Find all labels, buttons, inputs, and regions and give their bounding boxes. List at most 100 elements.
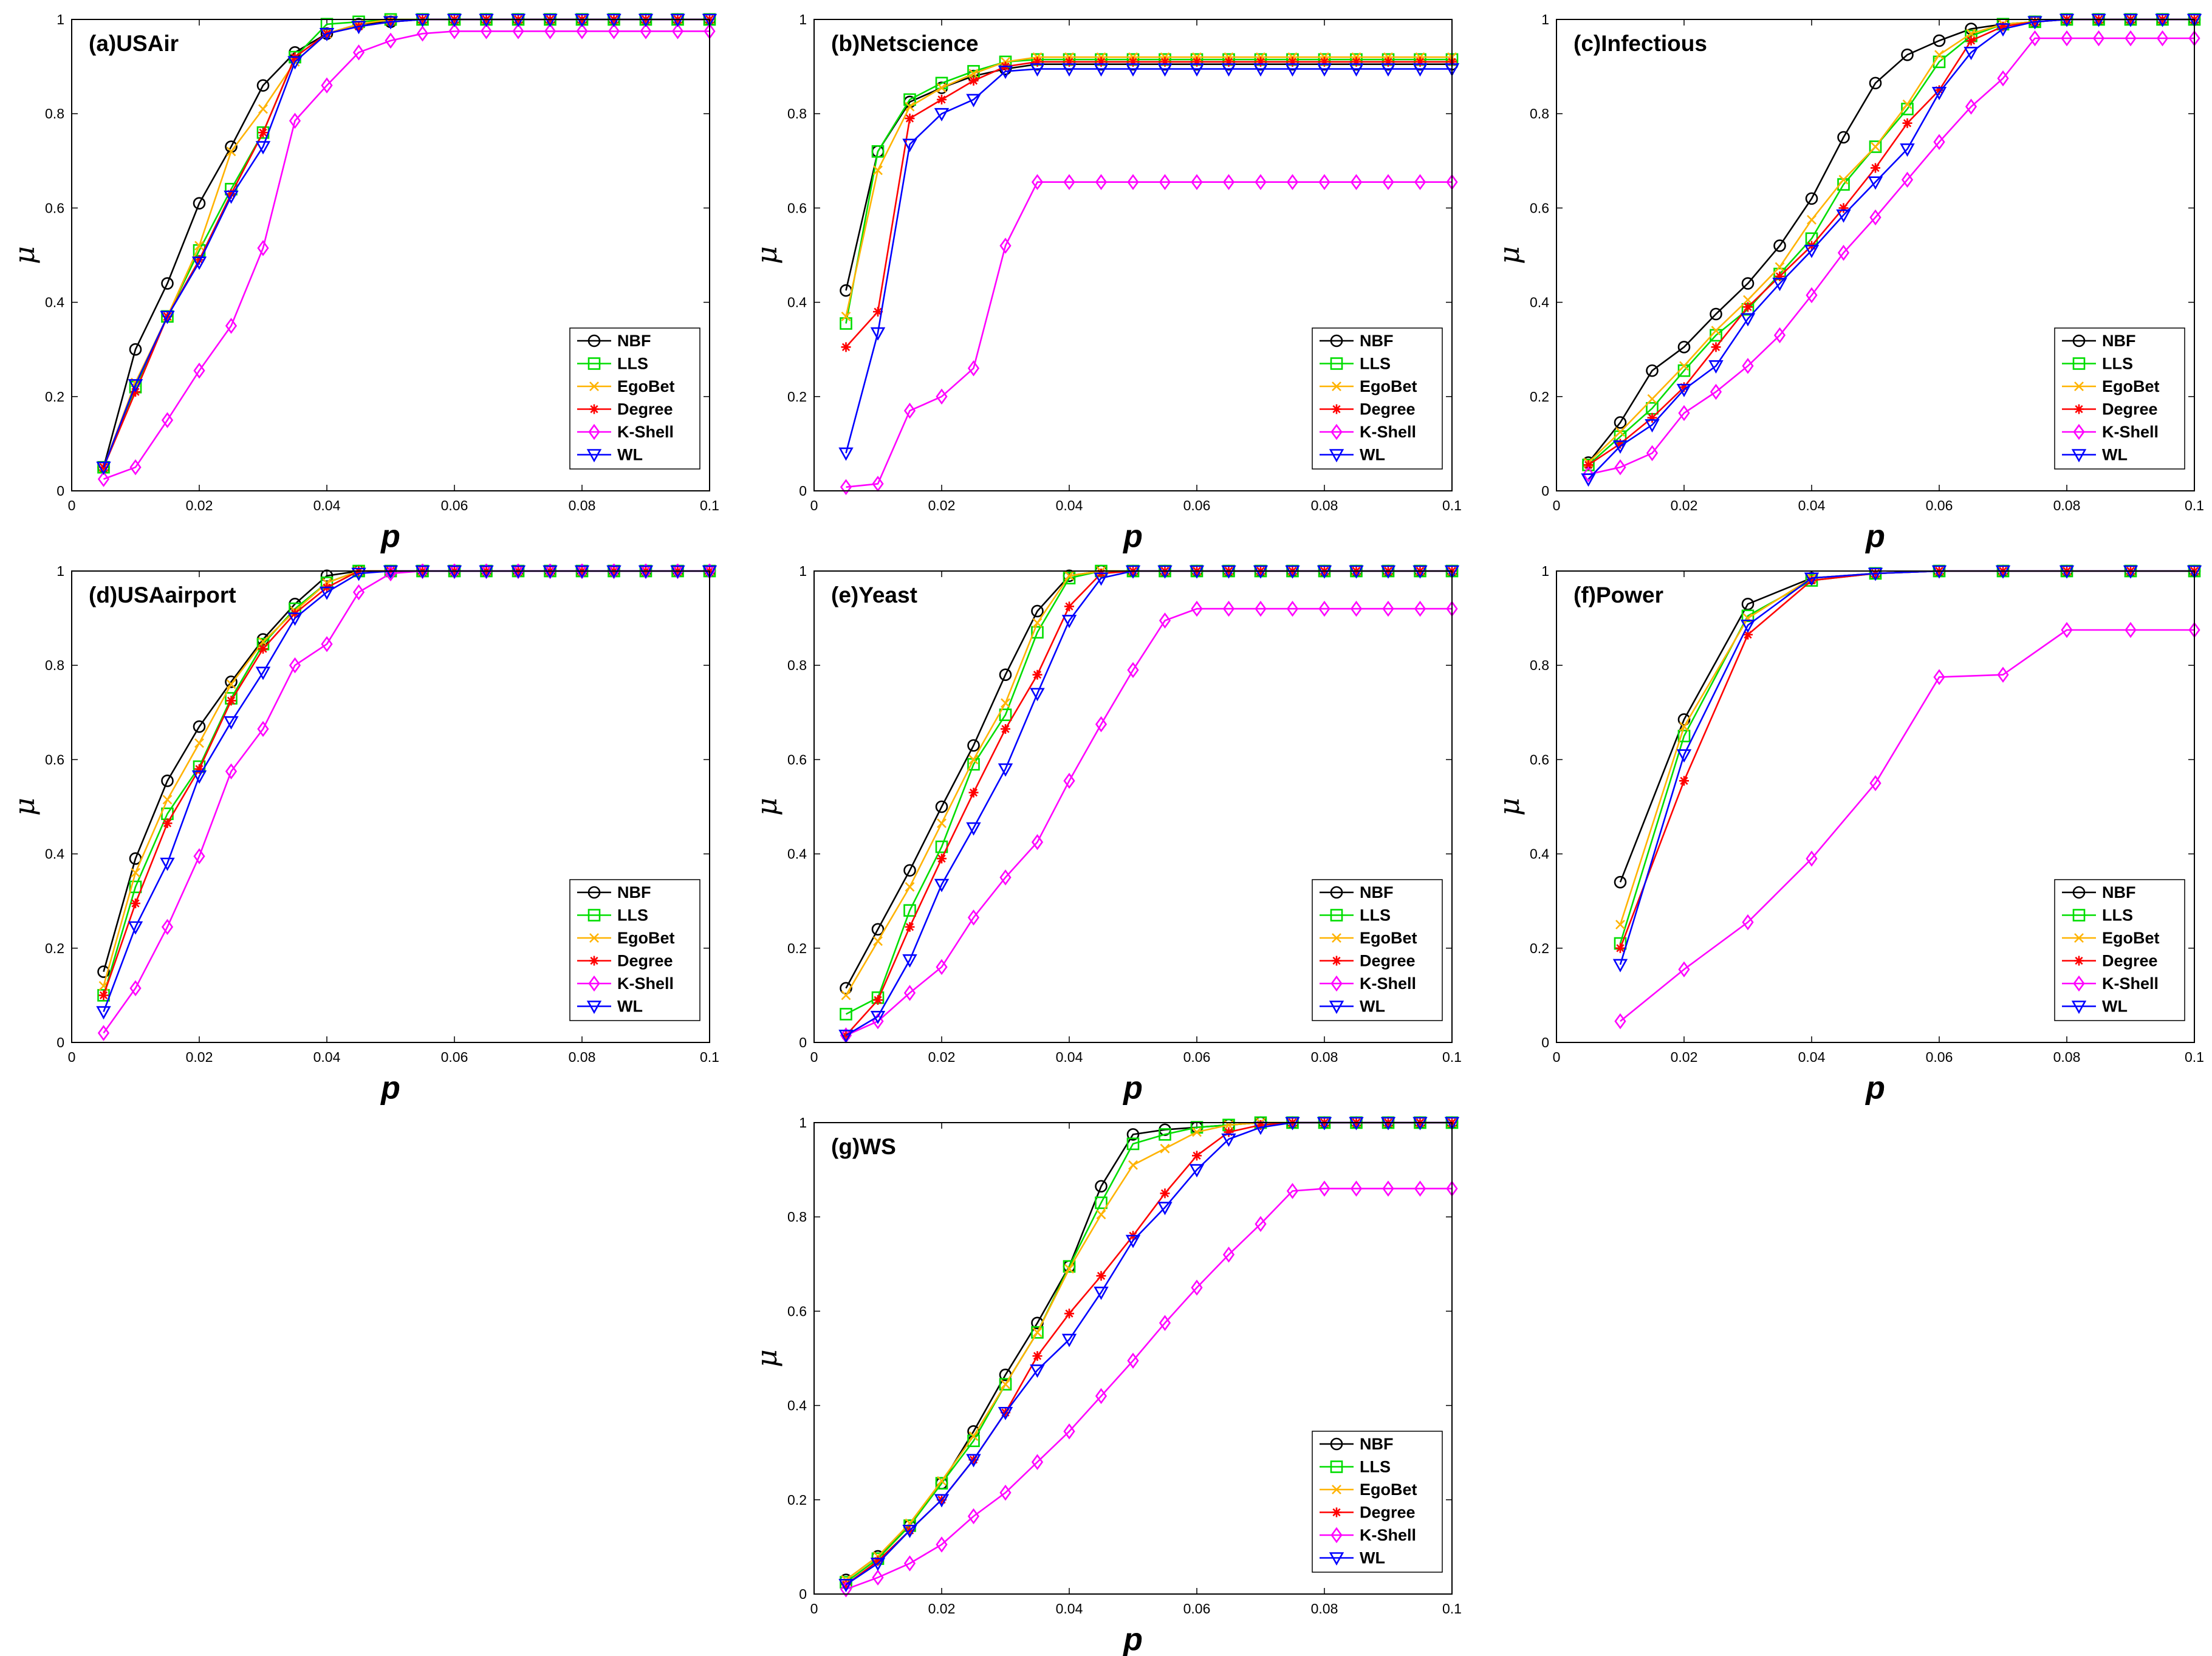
legend-entry-lls: LLS <box>1320 1458 1391 1476</box>
data-point <box>966 94 981 108</box>
data-point <box>1285 63 1300 77</box>
data-point <box>998 1406 1013 1420</box>
x-tick-label: 0.08 <box>1311 1049 1338 1065</box>
data-point <box>1868 567 1883 581</box>
data-point <box>351 567 366 581</box>
data-point <box>160 857 175 871</box>
data-point <box>838 447 854 461</box>
legend-marker <box>586 1001 602 1014</box>
legend-entry-nbf: NBF <box>1320 332 1394 350</box>
x-tick-label: 0.04 <box>1056 498 1083 513</box>
data-point <box>1414 1180 1426 1197</box>
data-point <box>1934 85 1944 95</box>
legend-entry-egobet: EgoBet <box>1320 377 1417 395</box>
legend-box <box>1312 327 1443 470</box>
y-tick-label: 0.8 <box>1530 657 1549 673</box>
data-point <box>1255 1216 1267 1233</box>
data-point <box>1094 63 1109 77</box>
legend-entry-wl: WL <box>2062 446 2128 464</box>
legend-entry-degree: Degree <box>577 952 673 970</box>
x-tick-label: 0.02 <box>928 498 956 513</box>
data-point <box>1679 361 1689 371</box>
data-point <box>1318 1180 1330 1197</box>
data-point <box>1094 1287 1109 1301</box>
data-point <box>967 739 980 752</box>
data-point <box>1966 29 1976 39</box>
data-point <box>1743 629 1753 640</box>
data-point <box>1061 615 1077 629</box>
y-tick-label: 0.8 <box>45 106 64 121</box>
y-tick-label: 0.6 <box>1530 751 1549 767</box>
data-point <box>1679 722 1689 731</box>
data-point <box>968 787 979 798</box>
x-tick-label: 0 <box>1553 498 1561 513</box>
x-axis-label: p <box>1122 519 1143 554</box>
legend-marker <box>589 933 599 943</box>
data-point <box>1583 460 1594 470</box>
data-point <box>1612 959 1628 973</box>
data-point <box>937 94 947 104</box>
data-point <box>225 763 238 780</box>
legend-entry-egobet: EgoBet <box>2062 929 2160 947</box>
legend-marker <box>1332 381 1341 391</box>
data-point <box>1159 1128 1171 1141</box>
x-tick-label: 0.08 <box>569 1049 596 1065</box>
data-point <box>383 16 399 30</box>
data-point <box>544 23 556 39</box>
legend-label: K-Shell <box>2102 974 2159 993</box>
data-point <box>1031 626 1044 639</box>
data-point <box>2125 621 2137 638</box>
y-tick-label: 0.8 <box>787 106 807 121</box>
data-point <box>1741 598 1755 611</box>
data-point <box>1965 98 1977 115</box>
data-point <box>160 310 175 324</box>
panel-title: (g)WS <box>831 1134 896 1159</box>
data-point <box>1318 174 1330 190</box>
panel-title: (f)Power <box>1573 583 1663 607</box>
legend-marker <box>1330 1527 1343 1544</box>
y-tick-label: 0 <box>799 1586 807 1602</box>
data-point <box>129 880 142 894</box>
x-tick-label: 0.06 <box>441 498 468 513</box>
data-point <box>194 255 204 265</box>
data-point <box>1287 56 1298 67</box>
data-point <box>1807 214 1817 225</box>
legend-marker <box>1330 886 1343 899</box>
legend-label: EgoBet <box>2102 929 2160 947</box>
data-point <box>129 980 142 996</box>
data-point <box>1742 914 1754 931</box>
chart-panel-5: 0 0.02 0.04 0.06 0.08 0.1 0 0.2 0.4 0.6 0.8 1 p μ (e)Y… <box>750 563 1462 1106</box>
y-tick-label: 0.2 <box>45 940 64 956</box>
legend-entry-nbf: NBF <box>2062 332 2136 350</box>
data-point <box>1159 174 1171 190</box>
data-point <box>1255 600 1267 617</box>
data-point <box>872 1569 884 1586</box>
data-point <box>902 954 917 968</box>
data-point <box>2061 621 2073 638</box>
series-k-shell <box>1582 30 2200 483</box>
data-point <box>1125 1234 1141 1248</box>
y-axis-label: μ <box>8 798 41 816</box>
data-point <box>1412 63 1428 77</box>
data-point <box>319 27 335 41</box>
legend-entry-k-shell: K-Shell <box>577 423 674 441</box>
legend-marker <box>1329 1001 1344 1014</box>
data-point <box>873 165 883 176</box>
data-point <box>320 569 334 583</box>
data-point <box>999 668 1012 682</box>
data-point <box>1126 1128 1140 1141</box>
data-point <box>1804 244 1820 258</box>
y-tick-label: 1 <box>799 12 807 27</box>
data-point <box>967 1508 980 1525</box>
legend-entry-k-shell: K-Shell <box>1320 423 1416 441</box>
data-point <box>902 1524 917 1538</box>
legend-label: NBF <box>617 883 651 902</box>
legend-label: WL <box>617 997 643 1016</box>
data-point <box>1160 1143 1170 1154</box>
x-tick-label: 0.06 <box>441 1049 468 1065</box>
data-point <box>903 985 916 1001</box>
legend-box <box>1312 1431 1443 1573</box>
data-point <box>1032 56 1043 67</box>
y-tick-label: 0.4 <box>787 1398 807 1414</box>
y-tick-label: 0.8 <box>45 657 64 673</box>
